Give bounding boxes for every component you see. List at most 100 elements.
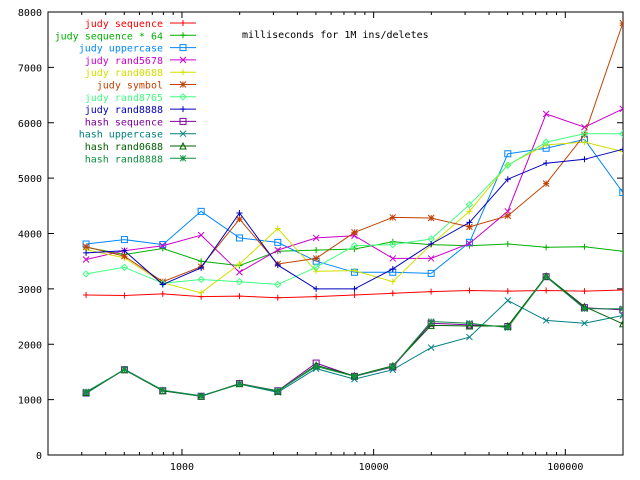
y-tick-label: 0 [36, 451, 42, 462]
data-point [82, 243, 90, 251]
data-point [504, 288, 511, 295]
data-point [159, 290, 166, 297]
y-tick-label: 2000 [18, 340, 42, 351]
data-point [581, 131, 588, 139]
series-line [86, 133, 623, 285]
data-point [389, 278, 396, 285]
data-point [504, 324, 512, 331]
y-tick-label: 1000 [18, 396, 42, 407]
data-point [466, 240, 473, 247]
data-point [197, 231, 205, 239]
series-9 [82, 297, 623, 400]
data-point [159, 242, 167, 250]
data-point [619, 105, 623, 113]
data-point [542, 180, 550, 188]
data-point [581, 243, 588, 250]
data-point [619, 286, 623, 293]
data-point [466, 287, 473, 294]
data-point [543, 244, 550, 251]
data-point [120, 236, 128, 244]
data-point [465, 238, 473, 246]
legend-item: judy rand8888 [85, 105, 196, 116]
data-point [619, 146, 623, 153]
legend-marker [180, 32, 186, 39]
data-point [274, 246, 282, 254]
data-point [580, 130, 589, 138]
data-point [313, 285, 320, 292]
series-4 [83, 139, 623, 296]
legend-label: hash uppercase [79, 130, 163, 141]
data-point [543, 287, 550, 294]
y-tick-label: 8000 [18, 8, 42, 19]
data-point [236, 260, 243, 267]
data-point [427, 255, 435, 262]
data-point [543, 160, 550, 167]
data-point [465, 321, 474, 330]
data-point [82, 388, 90, 396]
x-tick-label: 100000 [547, 462, 583, 473]
data-point [542, 273, 550, 281]
data-point [619, 189, 623, 197]
series-7 [83, 146, 623, 292]
legend-item: hash rand8888 [85, 154, 196, 165]
data-point [198, 289, 205, 296]
data-point [351, 229, 358, 236]
data-point [274, 262, 281, 269]
series-2 [82, 135, 623, 277]
data-point [197, 207, 205, 215]
legend-label: judy sequence [85, 19, 163, 30]
data-point [466, 223, 473, 231]
legend-item: judy rand5678 [85, 56, 196, 67]
data-point [428, 288, 435, 295]
axis-ticks [47, 11, 624, 456]
data-point [581, 319, 588, 327]
series-line [86, 138, 623, 274]
data-point [542, 110, 550, 118]
data-point [504, 241, 511, 248]
data-point [274, 225, 281, 232]
data-point [236, 293, 243, 300]
data-point [236, 210, 243, 217]
data-point [389, 265, 396, 272]
data-point [313, 268, 320, 275]
plot-area [82, 19, 623, 400]
legend-item: hash sequence [85, 117, 196, 128]
x-tick-label: 1000 [170, 462, 194, 473]
data-point [542, 138, 550, 146]
data-point [121, 366, 128, 374]
data-point [619, 305, 623, 313]
series-3 [82, 105, 623, 276]
data-point [198, 264, 205, 271]
data-point [121, 252, 128, 260]
data-point [312, 263, 320, 271]
data-point [389, 290, 396, 297]
legend-label: judy rand8888 [85, 105, 163, 116]
data-point [389, 240, 397, 249]
data-point [466, 208, 473, 215]
data-point [197, 275, 205, 284]
data-point [389, 363, 397, 370]
data-point [504, 161, 512, 170]
axis-tick-labels: 0 1000 2000 3000 4000 5000 6000 7000 8000 1000 100… [18, 8, 583, 473]
data-point [121, 247, 128, 254]
legend-item: judy sequence [85, 19, 196, 30]
data-point [236, 215, 243, 223]
legend-marker [180, 106, 186, 113]
x-tick-label: 10000 [359, 462, 389, 473]
data-point [581, 139, 588, 146]
data-point [274, 294, 281, 301]
legend-item: judy sequence * 64 [55, 31, 196, 42]
y-tick-label: 3000 [18, 285, 42, 296]
legend-marker [179, 93, 187, 101]
y-tick-label: 4000 [18, 230, 42, 241]
data-point [619, 312, 623, 319]
data-point [427, 269, 435, 277]
legend-item: hash rand0688 [85, 141, 196, 153]
legend-label: hash rand0688 [85, 142, 163, 153]
data-point [504, 212, 512, 220]
data-point [427, 214, 435, 222]
legend-label: judy symbol [97, 81, 163, 92]
data-point [82, 256, 90, 263]
data-point [581, 156, 588, 163]
